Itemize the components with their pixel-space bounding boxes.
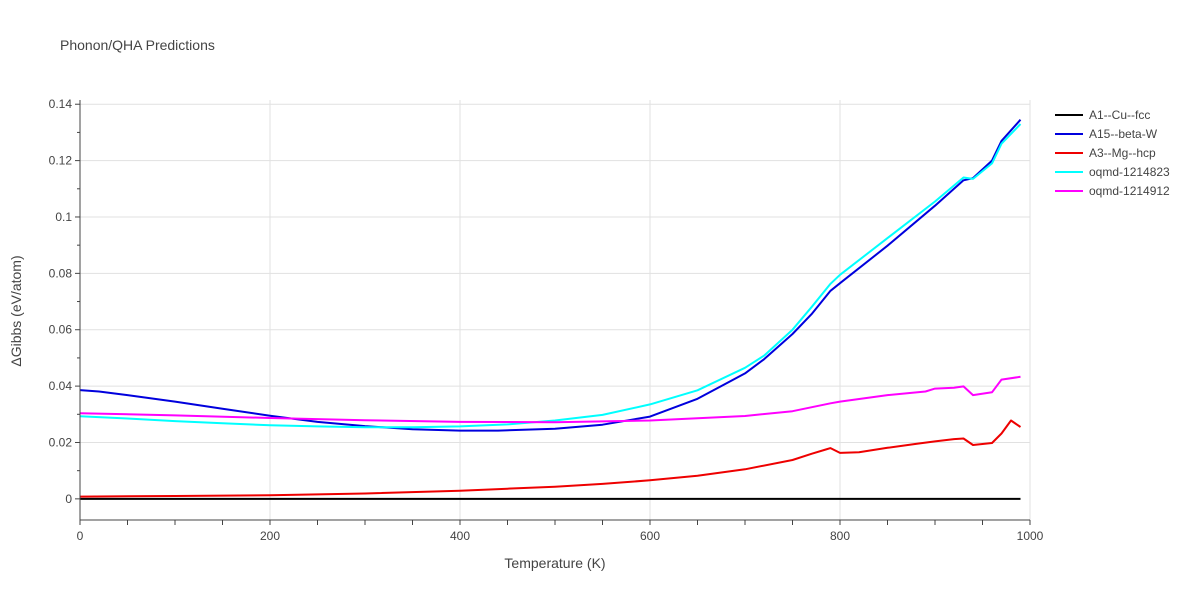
legend-label: oqmd-1214823 xyxy=(1089,165,1170,179)
legend[interactable]: A1--Cu--fcc A15--beta-W A3--Mg--hcp oqmd-12… xyxy=(1055,108,1170,198)
legend-item-a3-mg-hcp[interactable]: A3--Mg--hcp xyxy=(1055,146,1156,160)
legend-label: oqmd-1214912 xyxy=(1089,184,1170,198)
x-tick-label: 0 xyxy=(77,529,84,543)
y-tick-label: 0.04 xyxy=(49,379,73,393)
legend-label: A1--Cu--fcc xyxy=(1089,108,1150,122)
x-tick-label: 600 xyxy=(640,529,660,543)
chart-title: Phonon/QHA Predictions xyxy=(60,37,215,53)
legend-label: A15--beta-W xyxy=(1089,127,1158,141)
series-line-a15-beta-w xyxy=(79,119,1022,432)
axis-layer: 0 200 400 600 800 1000 0 0.02 0.04 0.06 0.08 0.1 0.1… xyxy=(49,97,1044,543)
y-tick-label: 0.02 xyxy=(49,435,73,449)
legend-item-oqmd-1214912[interactable]: oqmd-1214912 xyxy=(1055,184,1170,198)
y-tick-label: 0.1 xyxy=(55,210,72,224)
legend-label: A3--Mg--hcp xyxy=(1089,146,1156,160)
x-tick-label: 800 xyxy=(830,529,850,543)
x-tick-label: 1000 xyxy=(1017,529,1044,543)
legend-item-a1-cu-fcc[interactable]: A1--Cu--fcc xyxy=(1055,108,1150,122)
y-tick-label: 0.08 xyxy=(49,266,73,280)
x-tick-label: 200 xyxy=(260,529,280,543)
y-tick-label: 0 xyxy=(65,492,72,506)
x-tick-label: 400 xyxy=(450,529,470,543)
series-layer xyxy=(79,119,1022,500)
grid-layer xyxy=(80,100,1031,520)
legend-item-a15-beta-w[interactable]: A15--beta-W xyxy=(1055,127,1158,141)
y-tick-label: 0.14 xyxy=(49,97,73,111)
y-tick-label: 0.06 xyxy=(49,323,73,337)
y-axis-title: ΔGibbs (eV/atom) xyxy=(8,255,24,366)
series-line-oqmd-1214823 xyxy=(79,123,1022,429)
legend-item-oqmd-1214823[interactable]: oqmd-1214823 xyxy=(1055,165,1170,179)
series-line-a3-mg-hcp xyxy=(79,419,1022,498)
series-line-oqmd-1214912 xyxy=(79,375,1021,424)
x-axis-title: Temperature (K) xyxy=(504,555,605,571)
y-tick-label: 0.12 xyxy=(49,154,73,168)
